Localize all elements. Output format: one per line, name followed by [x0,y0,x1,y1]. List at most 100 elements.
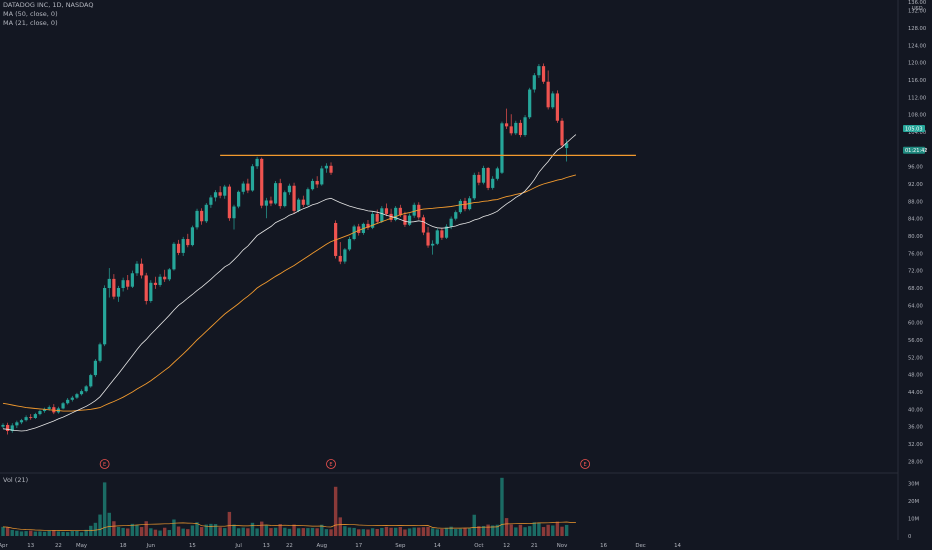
candle-body[interactable] [15,422,19,426]
candle-body[interactable] [47,407,51,409]
candle-body[interactable] [130,273,134,287]
candle-body[interactable] [495,168,499,179]
candle-body[interactable] [324,165,328,169]
candle-body[interactable] [371,213,375,228]
candle-body[interactable] [440,230,444,238]
candle-body[interactable] [301,199,305,205]
candle-body[interactable] [140,263,144,276]
candle-body[interactable] [555,93,559,121]
candle-body[interactable] [241,183,245,192]
candle-body[interactable] [195,210,199,228]
candle-body[interactable] [560,120,564,146]
candle-body[interactable] [477,174,481,183]
candle-body[interactable] [347,239,352,250]
candle-body[interactable] [158,276,162,285]
candle-body[interactable] [389,213,393,220]
candle-body[interactable] [42,408,47,412]
candle-body[interactable] [546,81,550,108]
candle-body[interactable] [380,208,384,222]
candle-body[interactable] [246,183,250,191]
candle-body[interactable] [163,276,167,280]
candle-body[interactable] [338,255,342,262]
candle-body[interactable] [103,288,107,345]
ma21-legend[interactable]: MA (21, close, 0) [3,19,58,27]
candle-body[interactable] [200,210,204,222]
candle-body[interactable] [19,420,24,423]
candle-body[interactable] [486,167,490,188]
symbol-legend[interactable]: DATADOG INC, 1D, NASDAQ [3,1,94,9]
candle-body[interactable] [89,375,93,387]
candle-body[interactable] [518,122,523,136]
ma50-legend[interactable]: MA (50, close, 0) [3,10,58,18]
candle-body[interactable] [509,126,513,134]
time-axis[interactable]: Apr 13 22 May 18 Jun 15 Jul 13 22 Aug 17 Sep 14 Oct 12 2… [0,543,682,549]
candle-body[interactable] [412,204,416,216]
candle-body[interactable] [481,167,486,183]
candle-body[interactable] [528,89,532,118]
candle-body[interactable] [504,123,509,127]
candle-body[interactable] [283,192,287,207]
candle-body[interactable] [227,186,231,219]
price-axis[interactable]: 28.00 32.00 36.00 40.00 44.00 48.00 52.00 56.00… [903,0,927,465]
candle-body[interactable] [421,217,426,233]
candle-body[interactable] [292,185,296,211]
candle-body[interactable] [167,269,171,280]
candle-body[interactable] [523,117,527,136]
candle-body[interactable] [297,199,301,211]
candle-body[interactable] [541,66,546,82]
candle-body[interactable] [149,282,153,301]
earnings-marker[interactable] [99,459,110,469]
candle-body[interactable] [107,278,111,288]
candle-body[interactable] [144,275,148,301]
candle-body[interactable] [394,207,398,220]
candle-body[interactable] [449,218,453,227]
candle-body[interactable] [10,425,14,431]
candle-body[interactable] [306,189,310,205]
candle-body[interactable] [223,186,227,196]
candle-body[interactable] [209,197,213,205]
candle-body[interactable] [98,344,102,361]
candle-body[interactable] [38,411,42,415]
candle-body[interactable] [93,360,97,376]
candle-body[interactable] [444,226,449,238]
candle-body[interactable] [24,417,28,421]
candle-body[interactable] [260,158,264,206]
candle-body[interactable] [287,185,292,193]
candle-body[interactable] [472,174,476,199]
candle-body[interactable] [426,232,430,246]
earnings-marker[interactable] [580,459,591,469]
candle-body[interactable] [269,200,273,204]
candle-body[interactable] [463,200,467,210]
candle-body[interactable] [33,414,37,418]
candle-body[interactable] [116,288,121,297]
candle-body[interactable] [403,215,407,225]
candle-body[interactable] [565,143,569,149]
candle-body[interactable] [213,192,218,198]
candle-body[interactable] [500,123,504,173]
candle-body[interactable] [343,249,347,262]
candle-body[interactable] [66,399,70,404]
candle-body[interactable] [537,66,541,76]
candle-body[interactable] [153,282,158,285]
candle-body[interactable] [329,165,333,173]
candle-body[interactable] [70,397,74,400]
candle-body[interactable] [398,207,402,216]
candle-body[interactable] [454,212,458,219]
candle-body[interactable] [431,243,435,246]
candle-body[interactable] [237,191,241,207]
candle-body[interactable] [435,230,439,244]
price-tag[interactable] [903,146,925,154]
candle-body[interactable] [121,280,125,288]
candle-body[interactable] [29,417,33,418]
candle-body[interactable] [417,204,421,218]
price-tag[interactable] [903,125,925,133]
candle-body[interactable] [407,215,412,225]
candle-body[interactable] [458,200,462,213]
candle-body[interactable] [320,168,324,185]
candle-body[interactable] [204,204,208,222]
candle-body[interactable] [112,278,116,297]
candle-body[interactable] [172,243,176,270]
candle-body[interactable] [181,239,185,253]
